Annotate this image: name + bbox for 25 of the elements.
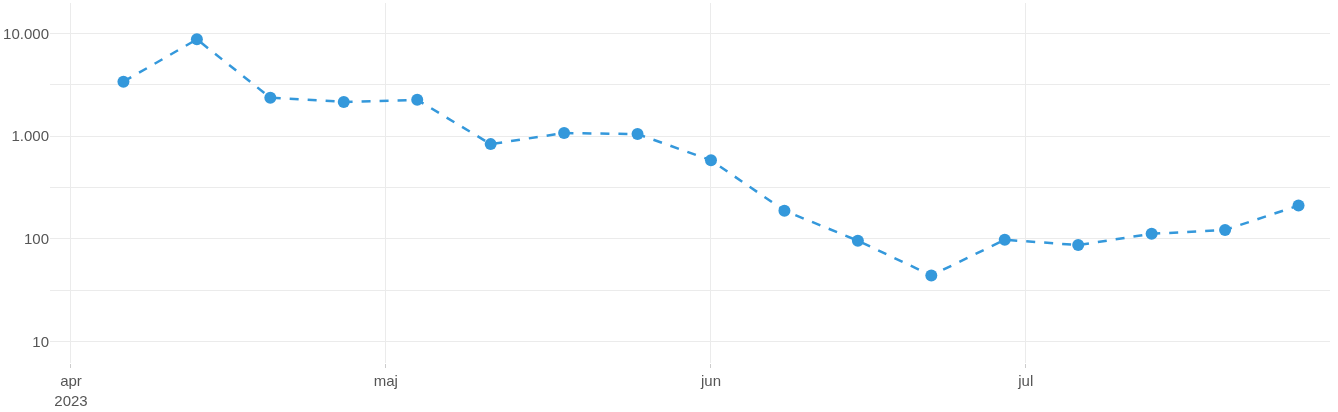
point [704,154,717,167]
y-tick-label: 100 [23,230,49,248]
point [925,269,938,282]
y-tick-label: 10 [32,332,49,350]
x-tick-label: jul [1017,372,1034,389]
point [411,93,424,106]
y-tick-label: 1.000 [11,127,49,145]
point [1219,223,1232,236]
point [484,138,497,151]
x-tick-label: jun [699,372,721,389]
point [778,204,791,217]
point [631,128,644,141]
point [1145,227,1158,240]
x-tick-label: apr 2023 [54,372,88,409]
point [851,234,864,247]
point [190,33,203,46]
y-tick-label: 10.000 [3,24,49,42]
point [1072,239,1085,252]
x-tick-label: maj [373,372,398,389]
point [337,95,350,108]
point [1292,199,1305,212]
point [558,127,571,140]
point [117,75,130,88]
point [264,91,277,104]
point [998,233,1011,246]
